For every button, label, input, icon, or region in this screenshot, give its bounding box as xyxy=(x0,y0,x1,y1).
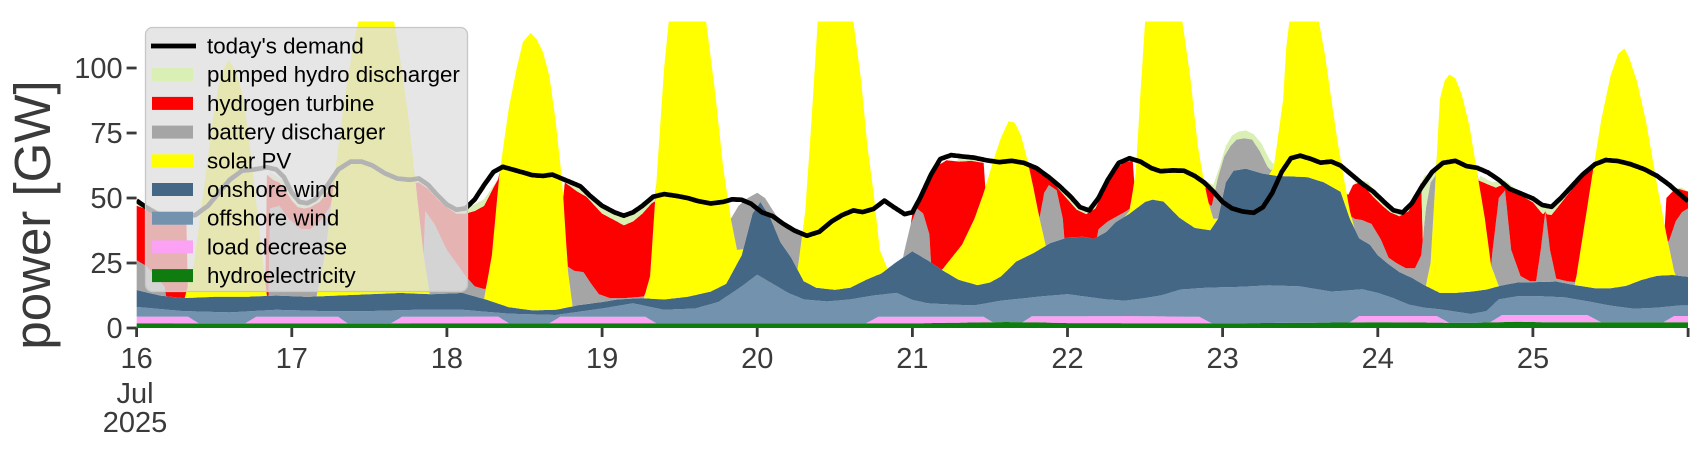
svg-text:22: 22 xyxy=(1051,343,1083,375)
svg-text:75: 75 xyxy=(90,118,122,150)
svg-text:21: 21 xyxy=(896,343,928,375)
svg-text:hydroelectricity: hydroelectricity xyxy=(207,263,357,288)
svg-text:onshore wind: onshore wind xyxy=(207,177,340,202)
svg-text:20: 20 xyxy=(741,343,773,375)
svg-text:0: 0 xyxy=(106,313,122,345)
svg-text:17: 17 xyxy=(276,343,308,375)
svg-text:solar PV: solar PV xyxy=(207,148,291,173)
svg-text:2025: 2025 xyxy=(103,407,168,439)
svg-text:19: 19 xyxy=(586,343,618,375)
svg-text:25: 25 xyxy=(1517,343,1549,375)
svg-text:23: 23 xyxy=(1206,343,1238,375)
svg-text:hydrogen turbine: hydrogen turbine xyxy=(207,91,374,116)
svg-text:battery discharger: battery discharger xyxy=(207,120,386,145)
svg-text:Jul: Jul xyxy=(116,378,153,410)
svg-text:today's demand: today's demand xyxy=(207,34,364,59)
svg-text:16: 16 xyxy=(120,343,152,375)
svg-text:100: 100 xyxy=(74,53,122,85)
svg-text:pumped hydro discharger: pumped hydro discharger xyxy=(207,62,460,87)
svg-text:25: 25 xyxy=(90,248,122,280)
svg-text:load decrease: load decrease xyxy=(207,234,347,259)
svg-text:50: 50 xyxy=(90,183,122,215)
svg-text:offshore wind: offshore wind xyxy=(207,206,339,231)
svg-text:power [GW]: power [GW] xyxy=(4,80,61,349)
svg-text:24: 24 xyxy=(1362,343,1394,375)
svg-text:18: 18 xyxy=(431,343,463,375)
